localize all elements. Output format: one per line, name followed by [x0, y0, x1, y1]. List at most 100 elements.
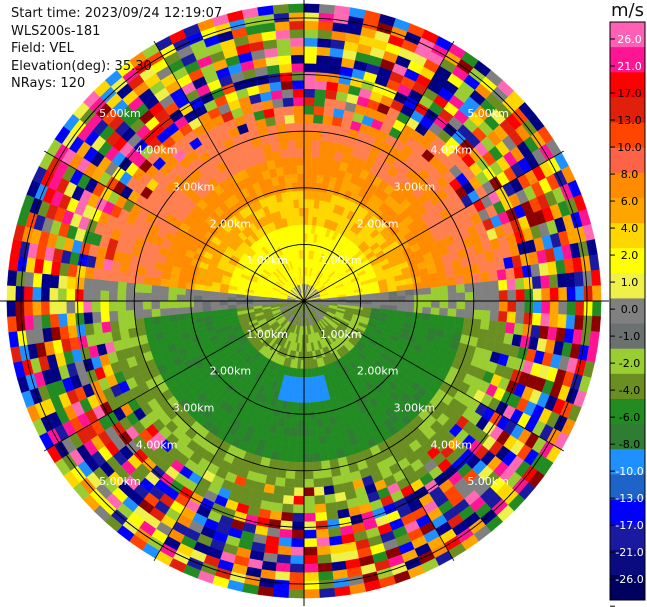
velocity-cell [303, 555, 318, 565]
velocity-cell [318, 12, 335, 23]
velocity-cell [318, 21, 334, 31]
colorbar-unit-label: m/s [611, 0, 644, 21]
velocity-cell [294, 207, 300, 217]
velocity-cell [83, 300, 93, 313]
velocity-cell [74, 300, 84, 314]
velocity-cell [159, 285, 170, 295]
velocity-cell [293, 199, 300, 209]
colorbar-swatch [610, 172, 645, 199]
velocity-cell [297, 173, 305, 183]
velocity-cell [303, 114, 314, 124]
velocity-cell [15, 285, 25, 302]
colorbar-tick-label: 21.0 [617, 60, 642, 73]
velocity-cell [429, 279, 440, 288]
velocity-cell [303, 360, 308, 370]
velocity-cell [227, 296, 237, 302]
velocity-cell [549, 300, 559, 315]
velocity-cell [324, 493, 337, 504]
velocity-cell [284, 114, 295, 124]
velocity-cell [303, 3, 320, 13]
velocity-cell [41, 273, 51, 288]
velocity-cell [431, 293, 440, 302]
velocity-cell [303, 215, 309, 225]
velocity-cell [574, 315, 584, 331]
velocity-cell [371, 300, 381, 306]
velocity-cell [66, 300, 76, 314]
velocity-cell [293, 105, 305, 115]
velocity-cell [117, 310, 127, 321]
velocity-cell [315, 409, 323, 420]
colorbar-tick-label: 1.0 [621, 276, 639, 289]
velocity-cell [515, 300, 525, 313]
velocity-cell [303, 80, 316, 90]
velocity-cell [309, 190, 316, 200]
velocity-cell [168, 300, 177, 309]
velocity-cell [311, 444, 321, 454]
velocity-cell [109, 270, 120, 282]
azimuth-spoke [303, 150, 565, 302]
velocity-cell [49, 274, 60, 289]
velocity-cell [308, 393, 315, 403]
velocity-cell [270, 502, 283, 513]
range-ring-label: 2.00km [357, 365, 399, 378]
azimuth-spoke [153, 300, 305, 562]
velocity-cell [279, 71, 293, 82]
velocity-cell [293, 97, 305, 107]
velocity-cell [421, 280, 431, 289]
velocity-cell [498, 300, 508, 312]
velocity-cell [303, 580, 320, 590]
velocity-cell [288, 589, 305, 599]
velocity-cell [282, 495, 294, 505]
velocity-cell [57, 287, 67, 302]
velocity-cell [273, 485, 285, 496]
velocity-cell [498, 279, 508, 291]
velocity-cell [317, 426, 326, 437]
colorbar-tick-label: -17.0 [615, 519, 643, 532]
velocity-cell [49, 313, 60, 328]
velocity-cell [380, 300, 390, 306]
velocity-cell [313, 114, 324, 124]
velocity-cell [290, 46, 305, 56]
velocity-cell [292, 512, 305, 522]
velocity-cell [168, 286, 178, 295]
velocity-cell [117, 281, 127, 292]
velocity-cell [125, 300, 135, 311]
velocity-cell [294, 114, 305, 124]
velocity-cell [74, 288, 84, 302]
velocity-cell [281, 435, 290, 445]
velocity-cell [109, 320, 120, 332]
velocity-cell [288, 3, 305, 13]
velocity-cell [101, 321, 112, 334]
velocity-cell [294, 122, 305, 132]
velocity-cell [66, 312, 77, 327]
velocity-cell [312, 131, 322, 141]
velocity-cell [285, 122, 296, 133]
velocity-cell [272, 587, 290, 598]
velocity-cell [274, 571, 290, 581]
velocity-cell [303, 495, 315, 505]
velocity-cell [438, 315, 448, 324]
velocity-cell [289, 427, 298, 437]
velocity-cell [315, 520, 329, 531]
velocity-cell [292, 88, 305, 98]
velocity-cell [83, 277, 94, 291]
velocity-cell [41, 314, 51, 329]
velocity-cell [281, 157, 290, 167]
velocity-cell [303, 54, 318, 64]
velocity-cell [326, 81, 339, 92]
velocity-cell [108, 310, 119, 322]
velocity-cell [505, 322, 516, 335]
velocity-cell [294, 478, 305, 488]
velocity-cell [74, 312, 85, 326]
velocity-cell [275, 562, 291, 573]
velocity-cell [91, 311, 102, 324]
azimuth-spoke [153, 40, 305, 302]
velocity-cell [454, 275, 465, 286]
colorbar-swatch [610, 97, 645, 124]
velocity-cell [575, 286, 585, 302]
velocity-cell [143, 316, 154, 327]
velocity-cell [176, 294, 186, 302]
velocity-cell [24, 271, 34, 287]
velocity-cell [279, 148, 290, 159]
velocity-cell [274, 21, 290, 31]
